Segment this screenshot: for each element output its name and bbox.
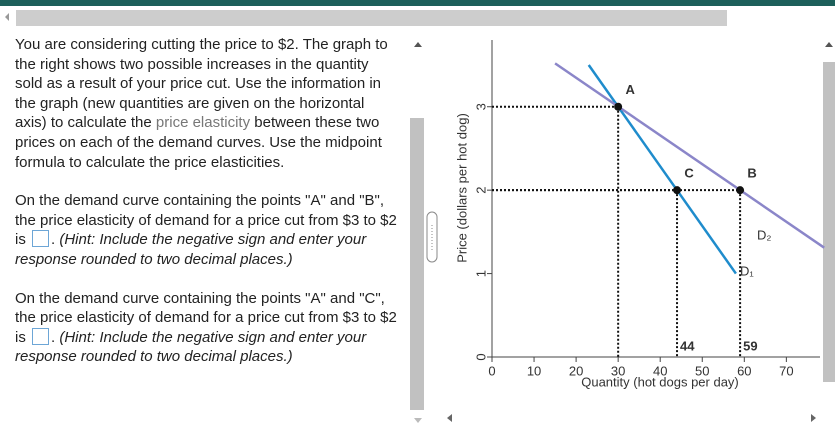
y-tick-label: 0: [473, 353, 488, 360]
hint: (Hint: Include the negative sign and ent…: [15, 328, 367, 366]
y-tick-label: 2: [473, 187, 488, 194]
point-label: C: [684, 166, 694, 181]
demand-curve: [554, 62, 825, 249]
part: On the demand curve containing the point…: [15, 191, 400, 269]
demand-curve: [587, 64, 737, 275]
scroll-up-arrow[interactable]: [414, 42, 422, 47]
x-tick-label: 50: [695, 363, 709, 378]
x-tick-label: 20: [569, 363, 583, 378]
quantity-label: 59: [743, 338, 757, 353]
scroll-thumb[interactable]: [16, 10, 727, 26]
x-tick-label: 0: [488, 363, 495, 378]
answer-input[interactable]: [32, 230, 50, 248]
scroll-down-arrow[interactable]: [414, 418, 422, 423]
intro-text: You are considering cutting the price to…: [15, 36, 388, 132]
quantity-label: 44: [680, 338, 695, 353]
point: [614, 102, 623, 111]
scroll-thumb[interactable]: [410, 118, 424, 410]
y-tick-label: 1: [473, 270, 488, 277]
point: [673, 186, 682, 195]
x-tick-label: 40: [653, 363, 667, 378]
x-tick-label: 70: [779, 363, 793, 378]
prompt: On the demand curve containing the point…: [15, 289, 397, 346]
x-tick-label: 30: [611, 363, 625, 378]
top-bar: [0, 0, 835, 6]
intro: You are considering cutting the price to…: [15, 35, 400, 172]
glossary-term[interactable]: price elasticity: [155, 114, 251, 132]
hint: (Hint: Include the negative sign and ent…: [15, 231, 367, 268]
point: [736, 186, 745, 195]
x-tick-label: 10: [527, 363, 541, 378]
y-axis-title: Price (dollars per hot dog): [454, 113, 469, 263]
punctuation: .: [51, 328, 56, 346]
scroll-right-arrow[interactable]: [811, 414, 816, 422]
answer-input[interactable]: [32, 327, 50, 345]
intro-text: between these two prices on each of the …: [15, 114, 382, 171]
scroll-left-arrow[interactable]: [5, 13, 9, 21]
curve-label: D₂: [757, 227, 771, 242]
scroll-thumb[interactable]: [823, 62, 835, 382]
y-tick-label: 3: [473, 103, 488, 110]
point-label: A: [625, 82, 635, 97]
x-axis-title: Quantity (hot dogs per day): [581, 374, 739, 389]
curve-label: D₁: [740, 263, 754, 278]
scroll-up-arrow[interactable]: [825, 42, 833, 47]
punctuation: .: [51, 231, 56, 249]
part: On the demand curve containing the point…: [15, 289, 400, 367]
question-text: You are considering cutting the price to…: [15, 35, 400, 386]
point-label: B: [747, 166, 756, 181]
x-tick-label: 60: [737, 363, 751, 378]
scroll-left-arrow[interactable]: [447, 414, 452, 422]
prompt: On the demand curve containing the point…: [15, 192, 397, 249]
